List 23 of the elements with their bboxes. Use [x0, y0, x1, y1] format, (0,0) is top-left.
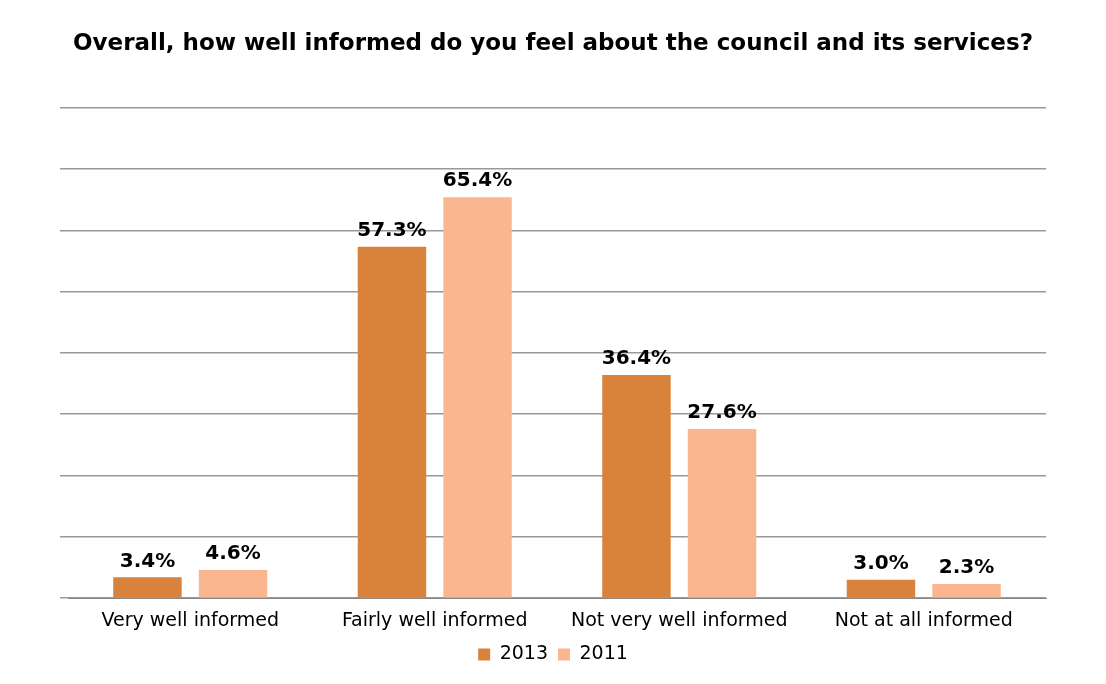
x-tick-label: Not at all informed — [834, 607, 1013, 630]
legend-label: 2011 — [579, 641, 628, 664]
bar — [443, 197, 512, 598]
legend-label: 2013 — [499, 641, 549, 664]
data-label: 65.4% — [442, 167, 513, 192]
bar — [932, 584, 1001, 598]
data-label: 3.4% — [119, 547, 176, 572]
bar — [198, 569, 268, 598]
data-label: 2.3% — [938, 554, 995, 579]
x-tick-label: Fairly well informed — [341, 607, 528, 630]
bar — [687, 428, 757, 598]
x-tick-label: Not very well informed — [570, 607, 788, 630]
data-label: 36.4% — [601, 345, 672, 370]
bar — [113, 577, 182, 598]
data-label: 3.0% — [853, 550, 909, 575]
data-label: 4.6% — [205, 540, 261, 565]
bar — [357, 246, 427, 598]
data-label: 57.3% — [357, 217, 427, 242]
bar — [602, 374, 671, 598]
x-tick-label: Very well informed — [101, 607, 280, 630]
chart-title: Overall, how well informed do you feel about the council and its services? — [72, 28, 1034, 55]
bar — [846, 579, 916, 598]
data-label: 27.6% — [687, 399, 757, 424]
